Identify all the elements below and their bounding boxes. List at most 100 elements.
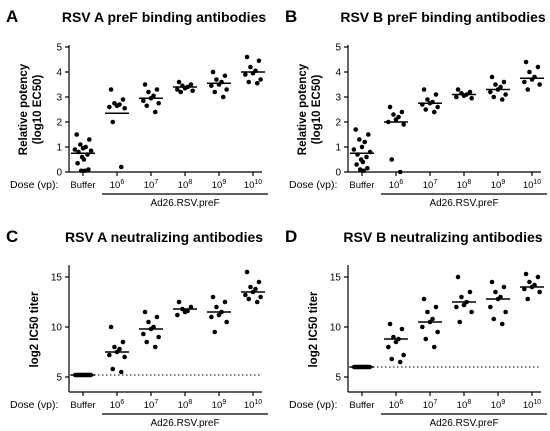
y-tick-label: 15 <box>51 273 63 284</box>
group-label: Ad26.RSV.preF <box>150 198 219 209</box>
x-tick-label-base: 10 <box>457 180 468 191</box>
data-point <box>357 137 362 142</box>
data-point <box>107 352 112 358</box>
x-tick-label: 106 <box>110 399 125 411</box>
x-tick-label-exponent: 6 <box>399 179 403 186</box>
series-10e9 <box>207 69 231 100</box>
y-axis-label: (log10 EC50) <box>311 75 323 145</box>
x-tick-label: 107 <box>423 179 438 191</box>
panel-letter: B <box>285 7 297 26</box>
data-point <box>254 80 260 86</box>
data-point <box>144 339 150 345</box>
x-tick-label-exponent: 9 <box>501 179 505 186</box>
x-tick-label-exponent: 7 <box>154 179 158 186</box>
series-10e6 <box>384 321 408 365</box>
data-point <box>421 296 427 302</box>
data-point <box>212 89 218 95</box>
y-tick-label: 3 <box>56 93 62 104</box>
data-point <box>142 309 148 315</box>
data-point <box>501 284 507 290</box>
data-point <box>74 132 79 137</box>
data-point <box>455 274 461 280</box>
x-tick-label-base: 10 <box>244 180 255 191</box>
data-point <box>433 92 439 97</box>
panel-letter: C <box>6 227 18 246</box>
y-axis-label: (log10 EC50) <box>32 75 44 145</box>
data-point <box>423 107 429 112</box>
panel-b: B RSV B preF binding antibodies Relative p… <box>285 7 547 209</box>
series-10e8 <box>173 299 197 318</box>
data-point <box>144 103 150 109</box>
x-tick-label: Buffer <box>70 180 95 191</box>
panel-letter: A <box>6 7 18 26</box>
series-10e8 <box>452 274 476 325</box>
panel-title: RSV B preF binding antibodies <box>340 9 546 25</box>
y-axis-label: log2 IC50 titer <box>308 291 320 368</box>
y-axis-label: log2 IC50 titer <box>29 291 41 368</box>
data-point <box>537 82 542 87</box>
x-tick-label: Buffer <box>349 180 374 191</box>
data-point <box>243 72 248 77</box>
data-point <box>399 109 405 115</box>
x-tick-label: 109 <box>491 179 506 191</box>
data-point <box>122 354 127 360</box>
panel-title: RSV B neutralizing antibodies <box>343 229 542 245</box>
x-tick-label-base: 10 <box>389 400 400 411</box>
data-point <box>353 127 358 132</box>
series-buffer <box>71 132 95 174</box>
data-point <box>537 289 542 295</box>
data-point <box>467 89 473 95</box>
x-tick-label: 108 <box>178 399 193 411</box>
series-10e7 <box>418 296 442 350</box>
data-point <box>224 87 229 92</box>
data-point <box>188 82 194 87</box>
data-point <box>214 304 219 310</box>
data-point <box>535 274 541 280</box>
data-point <box>182 309 188 315</box>
data-point <box>224 319 229 325</box>
series-buffer <box>350 364 374 370</box>
data-point <box>469 95 474 101</box>
data-point <box>535 64 541 70</box>
x-tick-label: Buffer <box>349 400 374 411</box>
data-point <box>154 314 160 320</box>
data-point <box>435 329 440 335</box>
x-tick-label-exponent: 6 <box>120 399 124 406</box>
data-point <box>493 82 498 87</box>
y-tick-label: 5 <box>335 43 341 54</box>
y-tick-label: 2 <box>56 118 62 129</box>
data-point <box>351 147 357 152</box>
data-point <box>120 339 126 345</box>
data-point <box>256 58 262 64</box>
data-point <box>176 79 182 85</box>
x-tick-label: 109 <box>212 179 227 191</box>
data-point <box>176 299 182 305</box>
data-point <box>142 82 148 87</box>
data-point <box>209 83 214 89</box>
x-tick-label: 1010 <box>244 179 262 191</box>
data-point <box>81 157 87 162</box>
data-point <box>455 87 461 92</box>
x-tick-label: 107 <box>144 179 159 191</box>
y-tick-label: 5 <box>56 43 62 54</box>
data-point <box>491 94 497 100</box>
data-point <box>248 64 253 70</box>
data-point <box>389 157 395 162</box>
x-tick-label-base: 10 <box>523 400 534 411</box>
data-point <box>391 112 396 117</box>
data-point <box>110 366 116 372</box>
series-10e7 <box>139 309 163 350</box>
data-point <box>359 144 365 150</box>
y-tick-label: 3 <box>335 93 341 104</box>
group-label: Ad26.RSV.preF <box>429 418 498 429</box>
y-tick-label: 10 <box>51 323 63 334</box>
data-point <box>87 137 92 142</box>
data-point <box>86 167 91 172</box>
data-point <box>156 100 161 106</box>
panel-title: RSV A neutralizing antibodies <box>65 229 263 245</box>
data-point <box>469 309 474 315</box>
x-tick-label-base: 10 <box>457 400 468 411</box>
x-tick-label-exponent: 6 <box>120 179 124 186</box>
data-point <box>108 324 114 330</box>
data-point <box>110 119 116 125</box>
